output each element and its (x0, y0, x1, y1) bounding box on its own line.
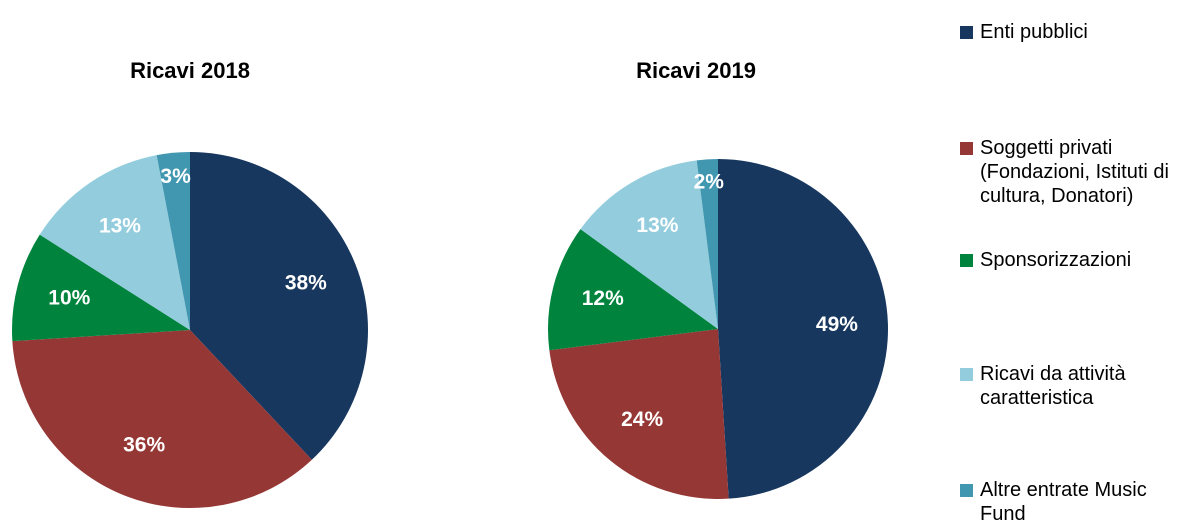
legend-label: Ricavi da attività caratteristica (980, 363, 1126, 409)
pie-slice (718, 159, 889, 499)
data-label: 13% (636, 214, 678, 237)
pie-slice (580, 160, 718, 329)
data-label: 12% (582, 287, 624, 310)
legend-item: Soggetti privati (Fondazioni, Istituti d… (960, 136, 1183, 208)
legend-swatch (960, 254, 973, 267)
data-label: 2% (694, 171, 725, 194)
legend-item: Enti pubblici (960, 20, 1183, 44)
pie-slice (190, 152, 368, 460)
legend-item: Altre entrate Music Fund (960, 478, 1183, 526)
legend-item: Sponsorizzazioni (960, 248, 1183, 272)
chart-title: Ricavi 2018 (130, 58, 250, 83)
data-label: 10% (48, 287, 90, 310)
data-label: 24% (621, 408, 663, 431)
legend-label: Altre entrate Music Fund (980, 479, 1147, 525)
pie-slice (696, 159, 718, 329)
legend-swatch (960, 26, 973, 39)
chart-title: Ricavi 2019 (636, 58, 756, 83)
data-label: 38% (285, 272, 327, 295)
legend-swatch (960, 484, 973, 497)
legend-label: Soggetti privati (Fondazioni, Istituti d… (980, 137, 1169, 207)
legend-item: Ricavi da attività caratteristica (960, 362, 1183, 410)
data-label: 36% (123, 433, 165, 456)
legend-label: Sponsorizzazioni (980, 249, 1132, 271)
legend-swatch (960, 142, 973, 155)
pie-slice (11, 234, 190, 342)
pie-slice (156, 152, 190, 330)
data-label: 13% (99, 214, 141, 237)
data-label: 3% (160, 165, 191, 188)
pie-slice (549, 329, 729, 499)
legend-label: Enti pubblici (980, 21, 1088, 43)
pie-slice (548, 229, 718, 351)
legend-swatch (960, 368, 973, 381)
pie-slice (12, 330, 312, 508)
data-label: 49% (816, 313, 858, 336)
pie-slice (39, 155, 191, 330)
